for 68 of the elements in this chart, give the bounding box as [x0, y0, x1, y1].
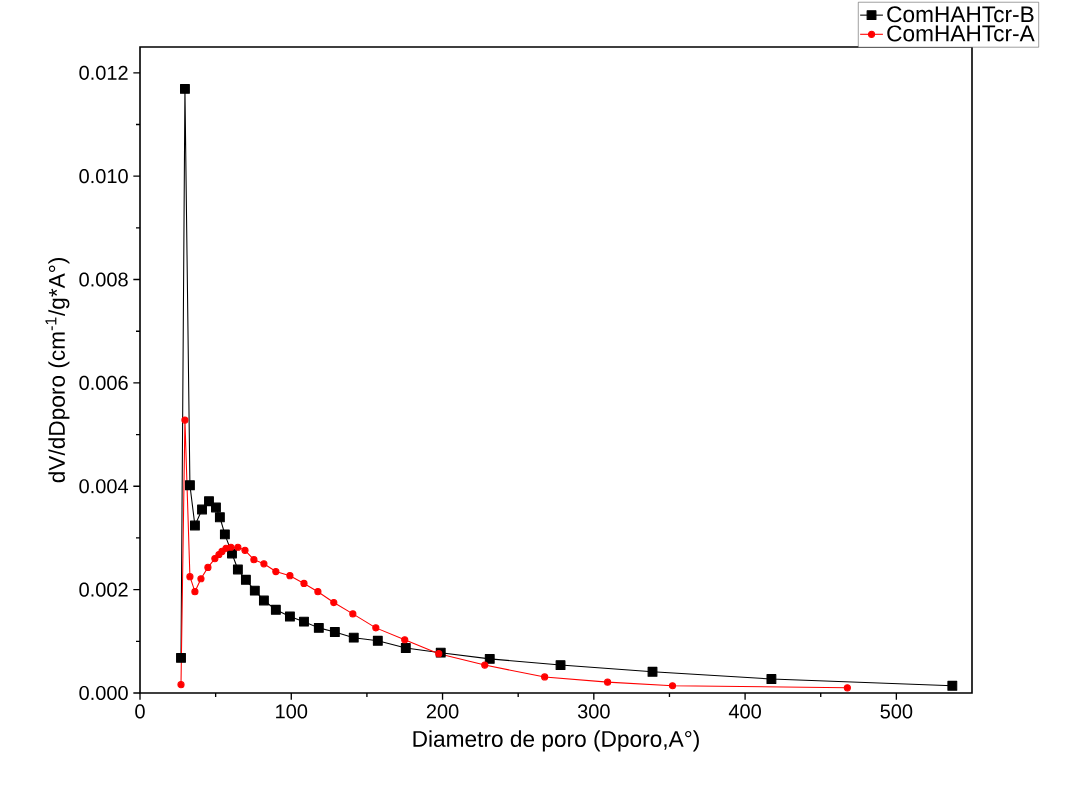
point	[232, 564, 243, 575]
y-tick-label: 0.012	[79, 65, 128, 80]
point	[211, 555, 219, 563]
point	[211, 502, 221, 513]
point	[184, 480, 195, 491]
point	[647, 666, 658, 677]
point	[227, 543, 235, 551]
point	[541, 673, 549, 681]
point	[314, 588, 322, 596]
point	[484, 653, 495, 664]
y-axis-title: dV/dDporo (cm$^{-1}$/g*A°)	[45, 258, 70, 483]
point	[400, 643, 411, 653]
point	[249, 585, 260, 596]
y-tick-label: 0.004	[79, 479, 129, 494]
y-tick-label: 0.006	[79, 375, 128, 390]
y-tick-label: 0.002	[79, 582, 128, 597]
point	[197, 504, 207, 515]
point	[299, 616, 309, 627]
point	[197, 575, 205, 583]
point	[272, 567, 280, 576]
point	[348, 632, 359, 643]
point	[181, 416, 189, 424]
y-tick-label: 0.010	[79, 169, 128, 184]
y-tick-label: 0.008	[79, 272, 128, 287]
point	[214, 512, 225, 523]
point	[330, 598, 338, 607]
y-tick-label: 0.000	[79, 685, 128, 701]
point	[372, 635, 383, 646]
point	[219, 529, 230, 540]
x-axis-title: Diametro de poro (Dporo,A°)	[413, 730, 699, 752]
point	[186, 573, 194, 581]
point	[234, 543, 242, 551]
point	[204, 563, 212, 572]
point	[284, 611, 295, 622]
x-tick-label: 0	[135, 704, 145, 719]
point	[401, 636, 409, 644]
point	[843, 684, 851, 692]
point	[177, 681, 185, 689]
point	[204, 496, 214, 507]
point	[240, 574, 251, 585]
point	[270, 604, 281, 615]
legend-label: ComHAHTcr-A	[887, 25, 1035, 42]
point	[668, 682, 677, 690]
point	[258, 595, 269, 606]
point	[329, 627, 340, 637]
point	[481, 661, 489, 669]
point	[286, 572, 294, 580]
x-tick-label: 500	[880, 704, 913, 719]
point	[555, 660, 566, 671]
point	[250, 556, 258, 564]
point	[300, 579, 308, 588]
x-tick-label: 400	[728, 704, 761, 719]
point	[947, 680, 958, 691]
x-tick-label: 300	[577, 704, 610, 719]
point	[179, 83, 190, 94]
point	[176, 652, 186, 663]
point	[260, 560, 268, 568]
point	[241, 546, 249, 554]
x-tick-label: 100	[276, 704, 308, 719]
point	[766, 674, 777, 684]
x-tick-label: 200	[426, 704, 459, 719]
point	[603, 678, 612, 686]
point	[349, 610, 357, 618]
point	[372, 624, 380, 632]
point	[313, 622, 324, 633]
legend-label: ComHAHTcr-B	[887, 6, 1034, 23]
point	[191, 588, 199, 596]
point	[189, 520, 200, 531]
